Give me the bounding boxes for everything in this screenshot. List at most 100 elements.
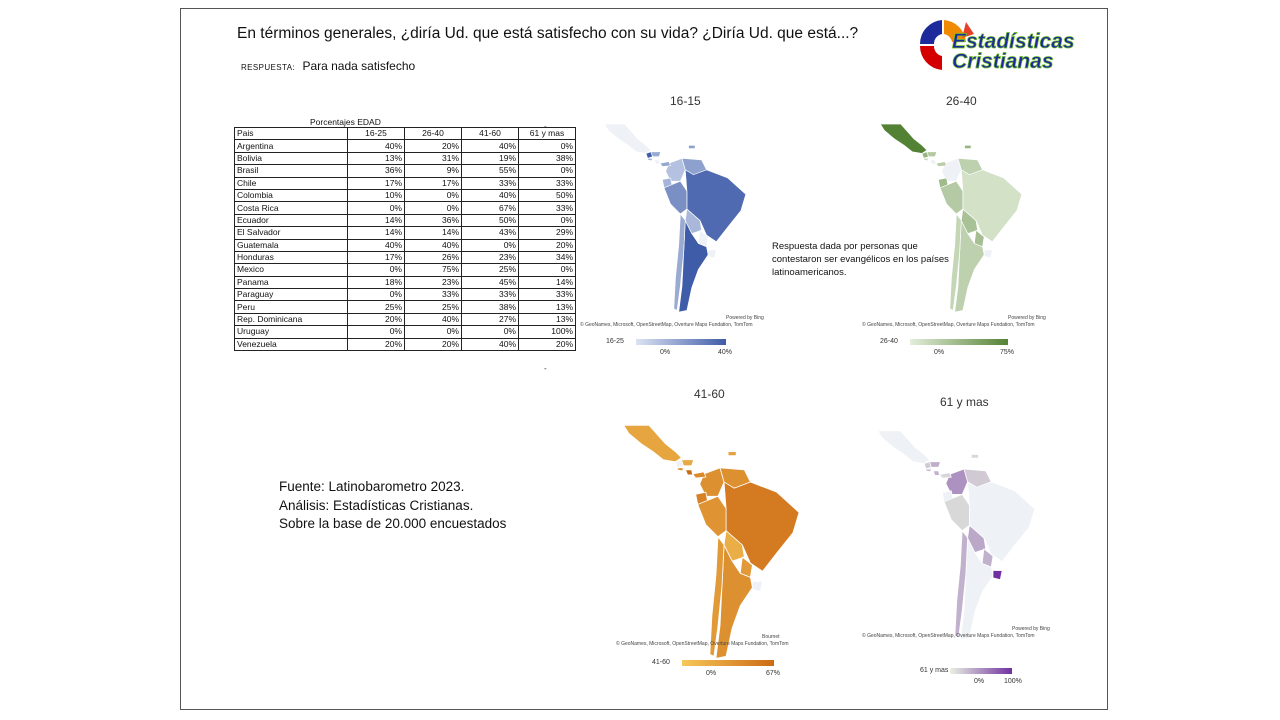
- country-panama: [659, 161, 672, 167]
- value-cell: 18%: [347, 275, 405, 290]
- value-cell: 67%: [461, 201, 519, 215]
- value-cell: 14%: [404, 226, 462, 240]
- country-costa-rica: [932, 470, 940, 476]
- value-cell: 17%: [347, 176, 405, 190]
- country-costa-rica: [929, 159, 937, 165]
- map-panel-26-40: 26-40 Powered by Bing © GeoNames, Microsof…: [860, 92, 1060, 362]
- value-cell: 50%: [518, 188, 576, 203]
- legend-label: 61 y mas: [920, 667, 949, 674]
- table-row: Paraguay 0% 33% 33% 33%: [234, 288, 576, 302]
- value-cell: 0%: [347, 201, 405, 215]
- legend-max: 75%: [1000, 349, 1015, 356]
- country-uruguay: [992, 570, 1003, 581]
- value-cell: 14%: [347, 213, 405, 228]
- value-cell: 20%: [518, 337, 576, 352]
- country-uruguay: [983, 249, 993, 259]
- value-cell: 36%: [404, 213, 462, 228]
- column-header: 16-25: [347, 126, 405, 141]
- map-attribution: © GeoNames, Microsoft, OpenStreetMap, Ov…: [616, 641, 789, 647]
- table-row: Argentina 40% 20% 40% 0%: [234, 139, 576, 153]
- value-cell: 38%: [518, 151, 576, 166]
- value-cell: 0%: [404, 188, 462, 203]
- country-cell: Chile: [234, 176, 348, 190]
- source-line-2: Análisis: Estadísticas Cristianas.: [279, 497, 474, 513]
- legend-label: 41-60: [652, 659, 670, 666]
- legend-label: 26-40: [880, 338, 898, 345]
- country-uruguay: [752, 580, 764, 592]
- value-cell: 13%: [347, 151, 405, 166]
- table-row: Honduras 17% 26% 23% 34%: [234, 250, 576, 265]
- country-venezuela: [957, 157, 983, 176]
- country-panama: [691, 471, 707, 479]
- table-row: Chile 17% 17% 33% 33%: [234, 176, 576, 190]
- value-cell: 20%: [347, 312, 405, 327]
- legend-min: 0%: [974, 678, 985, 685]
- value-cell: 40%: [461, 139, 519, 153]
- value-cell: 13%: [518, 312, 576, 327]
- country-venezuela: [681, 157, 707, 176]
- country-panama: [935, 161, 948, 167]
- country-el-salvador: [677, 467, 685, 472]
- value-cell: 33%: [461, 176, 519, 190]
- country-mexico: [603, 123, 652, 154]
- country-rep-dominicana: [727, 451, 737, 457]
- value-cell: 0%: [347, 325, 405, 339]
- source-line-1: Fuente: Latinobarometro 2023.: [279, 479, 465, 494]
- value-cell: 20%: [404, 139, 462, 153]
- logo-text-1: Estadísticas: [952, 30, 1075, 53]
- value-cell: 0%: [404, 201, 462, 215]
- value-cell: 0%: [518, 213, 576, 228]
- response-line: RESPUESTA: Para nada satisfecho: [241, 59, 415, 73]
- value-cell: 33%: [518, 288, 576, 302]
- value-cell: 20%: [404, 337, 462, 352]
- country-rep-dominicana: [964, 144, 972, 149]
- country-cell: Venezuela: [234, 337, 348, 352]
- map-title: 41-60: [694, 387, 725, 401]
- country-cell: Ecuador: [234, 213, 348, 228]
- value-cell: 43%: [461, 226, 519, 240]
- value-cell: 36%: [347, 164, 405, 178]
- country-el-salvador: [647, 158, 654, 162]
- country-argentina: [678, 219, 709, 313]
- table-body: Argentina 40% 20% 40% 0% Bolivia 13% 31% 19% 38% B…: [234, 139, 576, 352]
- country-mexico: [623, 424, 683, 463]
- map-title: 61 y mas: [940, 395, 989, 409]
- country-rep-dominicana: [688, 144, 696, 149]
- value-cell: 40%: [461, 337, 519, 352]
- choropleth-map: [603, 123, 747, 313]
- value-cell: 100%: [518, 325, 576, 339]
- value-cell: 33%: [518, 201, 576, 215]
- map-attribution: © GeoNames, Microsoft, OpenStreetMap, Ov…: [580, 322, 753, 328]
- country-cell: Panama: [234, 275, 348, 290]
- value-cell: 40%: [347, 139, 405, 153]
- divider-mark: -: [544, 364, 547, 373]
- value-cell: 75%: [404, 263, 462, 277]
- table-row: Rep. Dominicana 20% 40% 27% 13%: [234, 312, 576, 327]
- country-uruguay: [707, 249, 717, 259]
- column-header: Pais: [234, 126, 348, 141]
- note-text: Respuesta dada por personas que contesta…: [772, 241, 949, 278]
- slide-frame: [180, 8, 1108, 710]
- legend-max: 100%: [1004, 678, 1022, 685]
- value-cell: 33%: [404, 288, 462, 302]
- value-cell: 40%: [461, 188, 519, 203]
- table-header-row: Pais 16-25 26-40 41-60 61 y mas: [234, 126, 576, 141]
- value-cell: 0%: [518, 263, 576, 277]
- country-cell: Bolivia: [234, 151, 348, 166]
- legend-min: 0%: [934, 349, 945, 356]
- table-caption: Porcentajes EDAD: [310, 117, 381, 127]
- country-cell: Brasil: [234, 164, 348, 178]
- country-chile: [954, 529, 968, 639]
- map-panel-41-60: 41-60 Bournet © GeoNames, Microsoft, OpenS…: [606, 385, 836, 685]
- value-cell: 34%: [518, 250, 576, 265]
- country-paraguay: [697, 229, 709, 248]
- country-honduras: [680, 459, 695, 467]
- value-cell: 14%: [518, 275, 576, 290]
- table-row: Panama 18% 23% 45% 14%: [234, 275, 576, 290]
- map-panel-16-25: 16-15 Powered by Bing © GeoNames, Microsof…: [580, 92, 790, 362]
- value-cell: 25%: [347, 300, 405, 314]
- logo-text-2: Cristianas: [952, 50, 1054, 72]
- value-cell: 33%: [461, 288, 519, 302]
- country-venezuela: [719, 467, 751, 489]
- value-cell: 10%: [347, 188, 405, 203]
